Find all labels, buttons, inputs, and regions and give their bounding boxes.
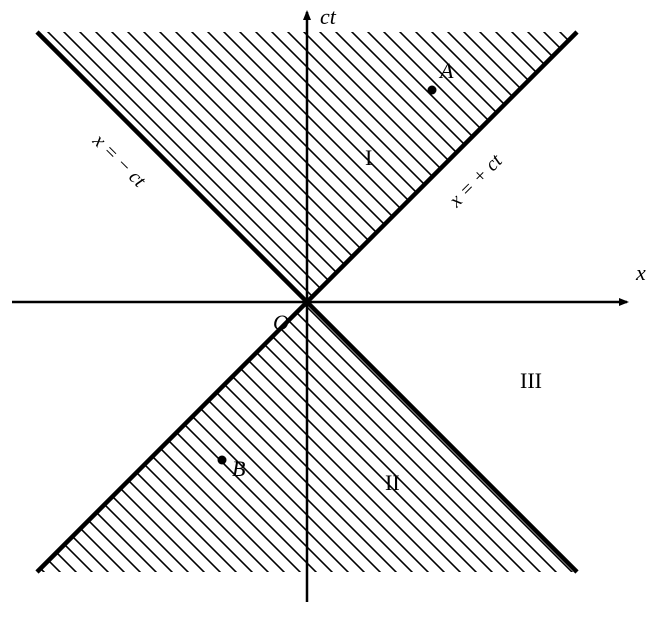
origin-label: O — [273, 310, 289, 335]
x-axis-label: x — [635, 260, 646, 285]
ct-axis-label: ct — [320, 4, 337, 29]
right-line-label: x = + ct — [444, 150, 507, 213]
lightcone-diagram: x ct O x = − ct x = + ct I II III A B — [0, 0, 662, 617]
point-B-label: B — [232, 456, 245, 481]
region-II-label: II — [385, 470, 400, 495]
point-A — [428, 86, 437, 95]
region-III-label: III — [520, 368, 542, 393]
region-I-label: I — [365, 145, 372, 170]
point-B — [218, 456, 227, 465]
point-A-label: A — [438, 58, 454, 83]
